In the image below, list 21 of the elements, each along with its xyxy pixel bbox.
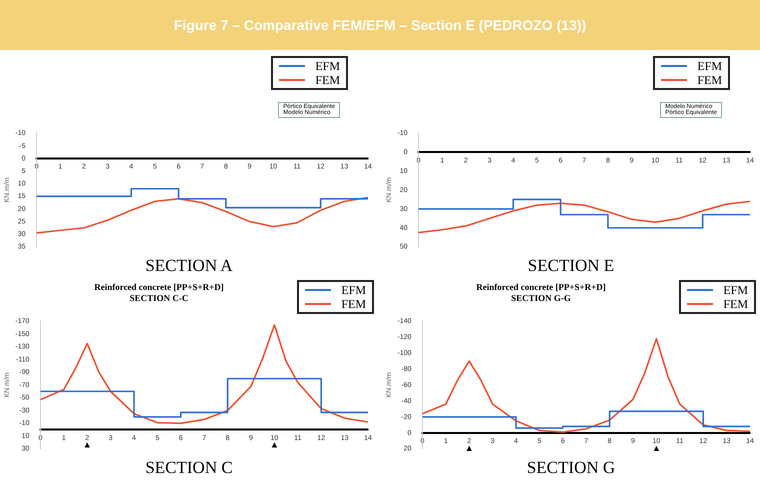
chart-title: Reinforced concrete [PP+S+R+D]: [93, 282, 225, 293]
legend-label: FEM: [697, 73, 722, 87]
legend-label: EFM: [315, 59, 340, 73]
annotation: ▲: [270, 440, 279, 450]
legend-label: EFM: [723, 283, 748, 297]
annotation: ▲: [652, 442, 661, 453]
chart-title: Reinforced concrete [PP+S+R+D]: [475, 282, 607, 293]
chart-subtitle: SECTION G-G: [510, 293, 572, 304]
legend-label: FEM: [315, 73, 340, 87]
x-axis-title: SECTION G: [526, 457, 616, 479]
x-axis-title: SECTION A: [144, 255, 234, 277]
x-axis-title: SECTION C: [144, 457, 234, 479]
text: Figure 7 – Comparative FEM/EFM – Section E (PEDROZO (13)): [174, 17, 586, 33]
legend-label: EFM: [697, 59, 722, 73]
legend-label: EFM: [341, 283, 366, 297]
annotation: ▲: [464, 442, 474, 453]
annotation: ▲: [82, 440, 92, 450]
legend-label: FEM: [341, 297, 366, 311]
chart-subtitle: SECTION C-C: [128, 293, 190, 304]
legend-label: FEM: [723, 297, 748, 311]
x-axis-title: SECTION E: [526, 255, 616, 277]
